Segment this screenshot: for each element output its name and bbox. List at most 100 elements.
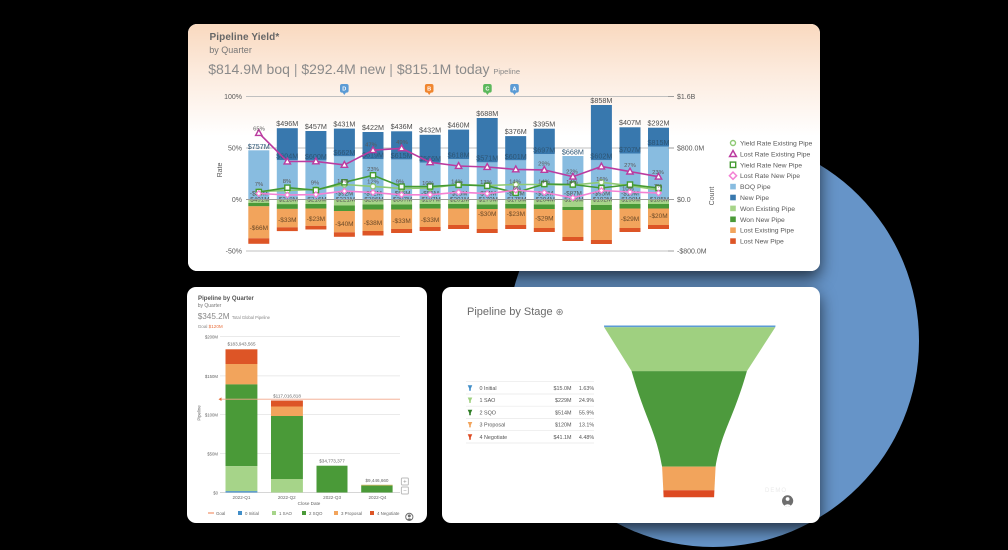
svg-text:-$87M: -$87M <box>564 190 582 197</box>
svg-text:-$33M: -$33M <box>278 217 296 224</box>
svg-text:-$218M: -$218M <box>277 197 298 204</box>
svg-text:4 Negotiate: 4 Negotiate <box>480 435 508 441</box>
svg-text:3 Proposal: 3 Proposal <box>480 423 506 429</box>
svg-text:$757M: $757M <box>248 142 270 151</box>
svg-text:$858M: $858M <box>590 96 612 105</box>
svg-text:14%: 14% <box>451 180 464 186</box>
svg-text:0 Initial: 0 Initial <box>480 386 497 392</box>
svg-text:2022-Q4: 2022-Q4 <box>368 495 386 500</box>
svg-text:$432M: $432M <box>419 126 441 135</box>
svg-text:65%: 65% <box>253 127 266 133</box>
svg-text:$1.6B: $1.6B <box>677 94 696 101</box>
svg-text:29%: 29% <box>538 162 551 168</box>
svg-text:-$38M: -$38M <box>364 220 382 227</box>
svg-text:-$33M: -$33M <box>421 217 439 224</box>
svg-text:$460M: $460M <box>448 120 470 129</box>
svg-text:$183,943,565: $183,943,565 <box>227 342 256 347</box>
svg-text:Pipeline: Pipeline <box>197 405 202 421</box>
svg-text:Lost Existing Pipe: Lost Existing Pipe <box>740 228 794 235</box>
svg-text:1 SAO: 1 SAO <box>279 511 293 516</box>
svg-text:$15.0M: $15.0M <box>554 386 572 392</box>
svg-text:-$33M: -$33M <box>392 218 410 225</box>
svg-text:Won New Pipe: Won New Pipe <box>740 217 785 224</box>
svg-text:New Pipe: New Pipe <box>740 195 769 202</box>
svg-text:$615M: $615M <box>391 151 413 160</box>
svg-text:-$179M: -$179M <box>477 197 498 204</box>
svg-text:-$20M: -$20M <box>649 213 667 220</box>
svg-text:2022-Q3: 2022-Q3 <box>323 495 341 500</box>
svg-text:Lost New Pipe: Lost New Pipe <box>740 239 784 246</box>
svg-text:6%: 6% <box>513 186 522 192</box>
svg-text:D: D <box>342 87 346 93</box>
svg-text:100%: 100% <box>224 94 242 101</box>
svg-text:0%: 0% <box>232 197 242 204</box>
svg-text:10%: 10% <box>622 187 635 193</box>
svg-text:24.9%: 24.9% <box>579 398 594 404</box>
svg-text:$0.0: $0.0 <box>677 197 691 204</box>
svg-text:16%: 16% <box>596 177 609 183</box>
svg-text:2 SQO: 2 SQO <box>309 511 323 516</box>
svg-text:$50M: $50M <box>207 452 218 457</box>
svg-text:$431M: $431M <box>333 119 355 128</box>
svg-text:Count: Count <box>709 187 716 206</box>
svg-text:-50%: -50% <box>226 248 242 255</box>
svg-text:BOQ Pipe: BOQ Pipe <box>740 184 771 191</box>
svg-text:-$175M: -$175M <box>505 197 526 204</box>
svg-text:$395M: $395M <box>533 120 555 129</box>
svg-text:$697M: $697M <box>533 146 555 155</box>
svg-text:14%: 14% <box>566 180 579 186</box>
svg-text:2 SQO: 2 SQO <box>480 410 496 416</box>
svg-text:$602M: $602M <box>590 152 612 161</box>
svg-text:Close Date: Close Date <box>298 501 321 506</box>
svg-text:$604M: $604M <box>276 152 298 161</box>
svg-text:-$29M: -$29M <box>535 216 553 223</box>
svg-text:-$23M: -$23M <box>507 211 525 218</box>
svg-text:7%: 7% <box>654 184 663 190</box>
svg-text:12%: 12% <box>367 180 380 186</box>
svg-text:-$221M: -$221M <box>334 197 355 204</box>
svg-text:Yield Rate Existing Pipe: Yield Rate Existing Pipe <box>740 141 813 148</box>
svg-text:50%: 50% <box>228 145 242 152</box>
svg-text:$0: $0 <box>213 491 218 496</box>
svg-text:-$204M: -$204M <box>534 197 555 204</box>
svg-text:B: B <box>427 87 431 93</box>
svg-text:−: − <box>403 489 407 495</box>
svg-text:$662M: $662M <box>333 148 355 157</box>
svg-text:-$197M: -$197M <box>419 197 440 204</box>
svg-text:8%: 8% <box>283 179 292 185</box>
svg-text:13%: 13% <box>480 180 493 186</box>
svg-text:DEMO: DEMO <box>765 488 787 494</box>
svg-text:10%: 10% <box>422 181 435 187</box>
svg-text:$292M: $292M <box>648 119 670 128</box>
svg-text:-$190M: -$190M <box>619 197 640 204</box>
svg-text:-$185M: -$185M <box>648 197 669 204</box>
svg-text:$117,016,818: $117,016,818 <box>273 394 301 399</box>
svg-text:$600M: $600M <box>305 152 327 161</box>
svg-text:14%: 14% <box>538 180 551 186</box>
svg-text:$100M: $100M <box>205 413 219 418</box>
svg-text:$496M: $496M <box>276 119 298 128</box>
svg-text:-$66M: -$66M <box>250 225 268 232</box>
svg-text:22%: 22% <box>566 169 579 175</box>
svg-text:-$201M: -$201M <box>448 197 469 204</box>
svg-text:-$30M: -$30M <box>478 211 496 218</box>
svg-text:-$23M: -$23M <box>307 216 325 223</box>
svg-text:2022-Q1: 2022-Q1 <box>233 495 251 500</box>
svg-text:13.1%: 13.1% <box>579 423 594 429</box>
svg-text:$668M: $668M <box>562 148 584 157</box>
svg-text:$457M: $457M <box>305 122 327 131</box>
svg-text:23%: 23% <box>367 167 380 173</box>
svg-text:$120M: $120M <box>555 423 572 429</box>
svg-text:-$800.0M: -$800.0M <box>677 248 707 255</box>
svg-text:$601M: $601M <box>505 152 527 161</box>
svg-text:Won Existing Pipe: Won Existing Pipe <box>740 206 795 213</box>
svg-text:$41.1M: $41.1M <box>554 435 572 441</box>
svg-text:A: A <box>512 87 516 93</box>
svg-text:$815M: $815M <box>648 138 670 147</box>
svg-text:$150M: $150M <box>205 374 219 379</box>
svg-text:$514M: $514M <box>555 410 572 416</box>
svg-text:$376M: $376M <box>505 127 527 136</box>
svg-text:-$491M: -$491M <box>248 197 269 204</box>
svg-text:9%: 9% <box>396 180 405 186</box>
svg-text:23%: 23% <box>652 170 665 176</box>
